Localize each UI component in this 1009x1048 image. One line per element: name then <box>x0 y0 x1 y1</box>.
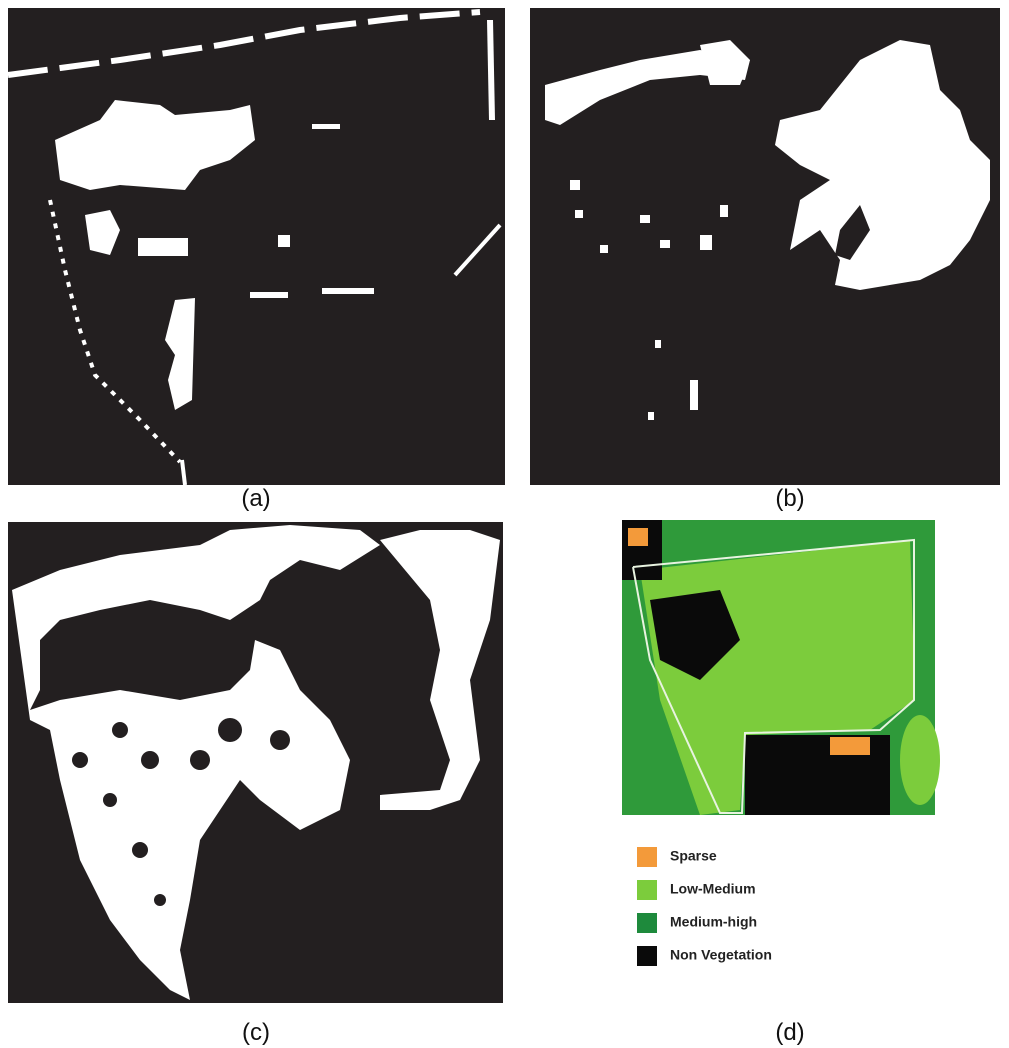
panel-c-image <box>8 522 503 1003</box>
legend-swatch <box>637 946 657 966</box>
panel-label: (a) <box>241 485 270 512</box>
panel-a-image <box>8 8 505 485</box>
panel-label: (d) <box>775 1019 804 1046</box>
legend-label: Medium-high <box>670 914 757 930</box>
panel-label: (b) <box>775 485 804 512</box>
legend-swatch <box>637 880 657 900</box>
panel-b-image <box>530 8 1000 485</box>
legend-swatch <box>637 847 657 867</box>
panel-label: (c) <box>242 1019 270 1046</box>
legend-swatch <box>637 913 657 933</box>
legend-label: Low-Medium <box>670 881 756 897</box>
legend-label: Sparse <box>670 848 717 864</box>
figure: (a) (b) (c) (d) Sparse Low-Medium Medium-high… <box>0 0 1009 1048</box>
legend-label: Non Vegetation <box>670 947 772 963</box>
panel-d-image <box>622 520 940 815</box>
